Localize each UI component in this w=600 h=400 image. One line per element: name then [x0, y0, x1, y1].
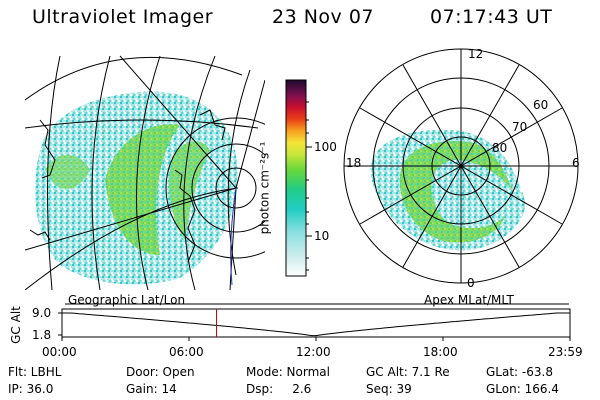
altitude-ytick-max: 9.0 — [32, 306, 52, 320]
colorbar-tick-10: 10 — [314, 229, 330, 243]
mlt-label-18: 18 — [346, 156, 362, 170]
mlat-label-60: 60 — [533, 98, 549, 112]
status-glat: GLat: -63.8 — [486, 365, 553, 379]
status-gc-alt: GC Alt: 7.1 Re — [366, 365, 450, 379]
status-dsp: Dsp: 2.6 — [246, 382, 312, 396]
instrument-title: Ultraviolet Imager — [32, 6, 214, 28]
altitude-ytick-min: 1.8 — [32, 328, 52, 342]
altitude-ylabel: GC Alt — [9, 306, 23, 344]
mlat-label-70: 70 — [512, 120, 528, 134]
time-tick-1800: 18:00 — [423, 345, 458, 359]
status-filter: Flt: LBHL — [8, 365, 62, 379]
mlt-label-12: 12 — [468, 47, 484, 61]
altitude-curve — [62, 312, 570, 337]
status-seq: Seq: 39 — [366, 382, 412, 396]
colorbar-tick-100: 100 — [314, 140, 337, 154]
altitude-ticks — [58, 312, 571, 341]
time-label: 07:17:43 UT — [430, 6, 553, 28]
time-tick-0600: 06:00 — [169, 345, 204, 359]
geo-panel-label: Geographic Lat/Lon — [68, 293, 186, 307]
time-tick-2359: 23:59 — [548, 345, 583, 359]
geo-image — [25, 55, 265, 290]
time-tick-1200: 12:00 — [296, 345, 331, 359]
time-tick-0000: 00:00 — [42, 345, 77, 359]
status-door: Door: Open — [126, 365, 195, 379]
mlt-label-0: 0 — [467, 276, 475, 290]
status-mode: Mode: Normal — [246, 365, 330, 379]
colorbar-ticks — [306, 101, 312, 271]
mlat-label-80: 80 — [492, 141, 508, 155]
status-glon: GLon: 166.4 — [486, 382, 559, 396]
status-gain: Gain: 14 — [126, 382, 177, 396]
colorbar-unit-label: photon cm⁻²s⁻¹ — [257, 141, 272, 235]
polar-panel-label: Apex MLat/MLT — [424, 293, 514, 307]
polar-grid — [343, 48, 579, 284]
colorbar — [285, 79, 307, 277]
date-label: 23 Nov 07 — [272, 6, 375, 28]
altitude-plot-frame — [61, 308, 571, 338]
status-ip: IP: 36.0 — [8, 382, 54, 396]
mlt-label-6: 6 — [572, 156, 580, 170]
